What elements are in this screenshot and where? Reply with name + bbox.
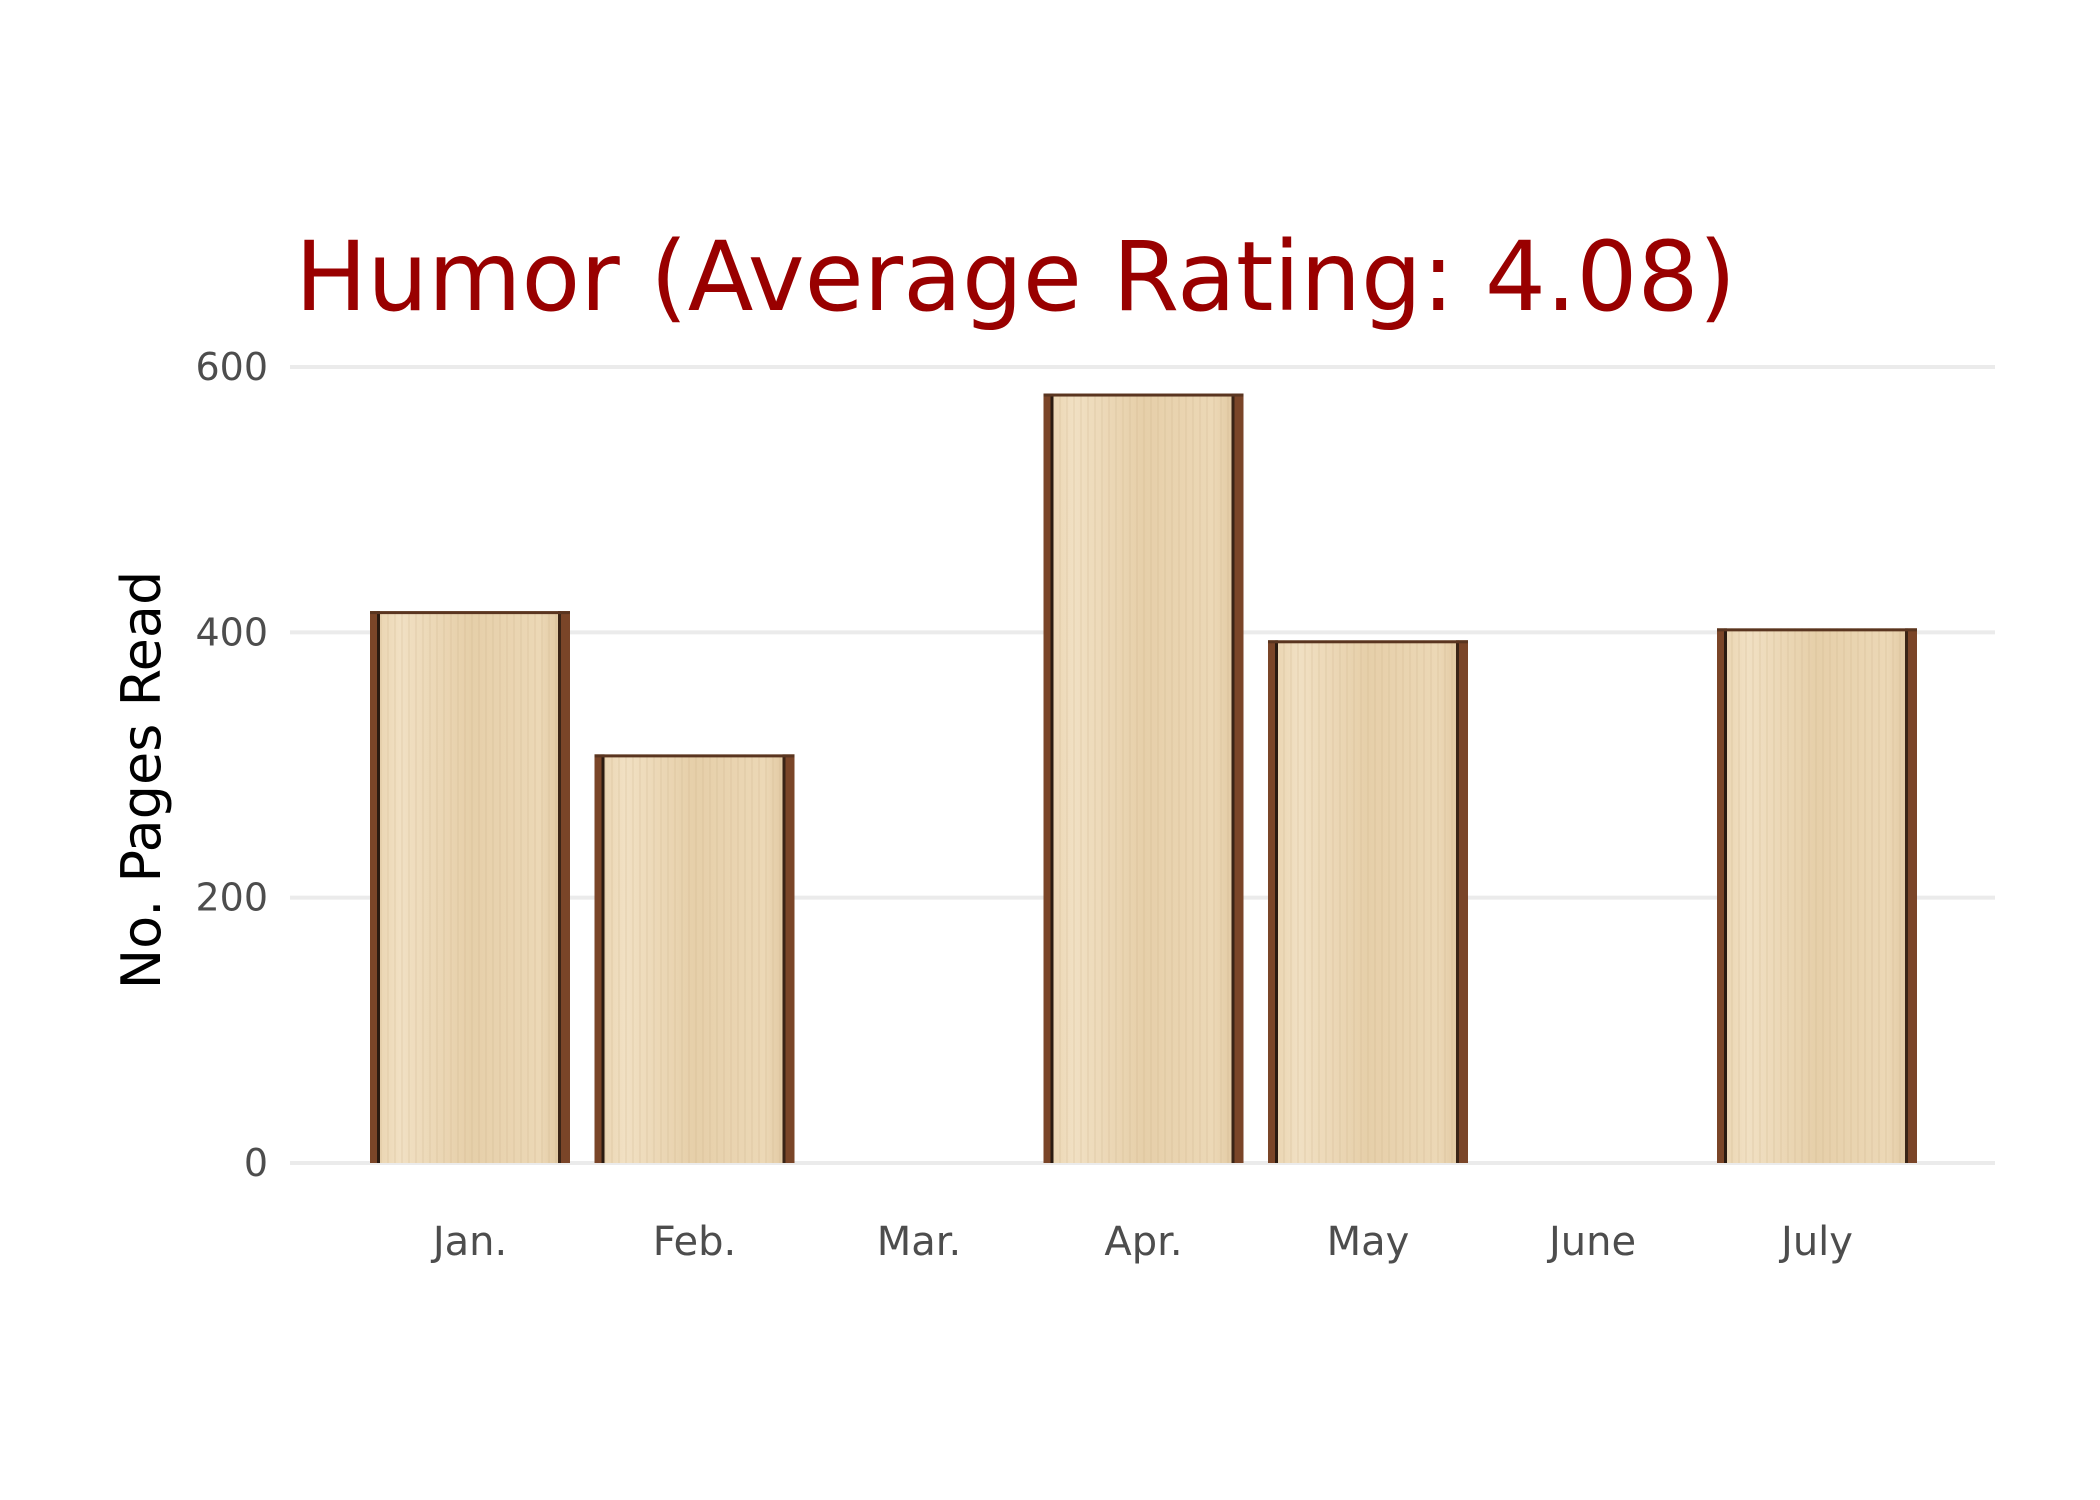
bar-july <box>1717 628 1917 1163</box>
y-tick-label: 400 <box>195 610 268 654</box>
x-tick-label: Mar. <box>877 1219 962 1265</box>
bar-apr <box>1043 393 1244 1163</box>
x-axis-ticks: Jan. Feb. Mar. Apr. May June July <box>430 1219 1853 1265</box>
y-tick-label: 0 <box>244 1141 268 1185</box>
x-tick-label: Feb. <box>653 1219 737 1265</box>
y-tick-label: 200 <box>195 876 268 920</box>
x-tick-label: Jan. <box>430 1219 507 1265</box>
bar-jan <box>370 611 570 1163</box>
bar-may <box>1268 640 1468 1163</box>
x-tick-label: July <box>1778 1219 1853 1265</box>
bars <box>370 393 1917 1163</box>
y-axis-label: No. Pages Read <box>110 571 173 990</box>
bar-feb <box>594 754 795 1163</box>
y-tick-label: 600 <box>195 345 268 389</box>
x-tick-label: May <box>1327 1219 1410 1265</box>
x-tick-label: June <box>1546 1219 1636 1265</box>
x-tick-label: Apr. <box>1104 1219 1182 1265</box>
chart-title: Humor (Average Rating: 4.08) <box>295 221 1736 333</box>
y-axis-ticks: 0 200 400 600 <box>195 345 268 1185</box>
